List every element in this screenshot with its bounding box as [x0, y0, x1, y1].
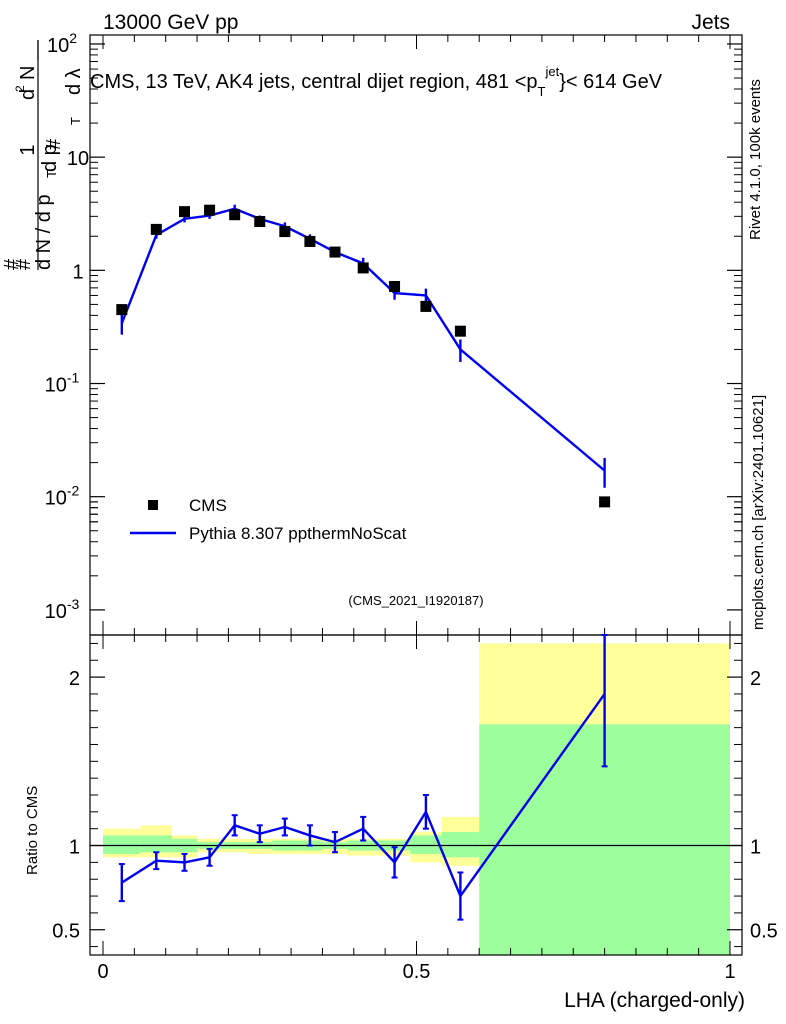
- ratio-axis-ticks: 0.5 0.5 1 1 2 2: [52, 635, 778, 955]
- data-point: [304, 235, 316, 247]
- svg-text:d λ: d λ: [63, 68, 85, 95]
- ratio-y-tick-label-right: 2: [750, 668, 761, 690]
- data-point: [599, 496, 611, 508]
- main-y-tick-labels: 10-3 10-2 10-1 1 10 102: [45, 30, 89, 623]
- svg-text:d N / d p: d N / d p: [33, 194, 55, 270]
- mc-line: [120, 207, 606, 472]
- data-point: [116, 304, 128, 316]
- main-y-tick-label: 10-3: [45, 596, 80, 623]
- data-point: [229, 209, 241, 221]
- data-point: [454, 325, 466, 337]
- ratio-y-axis-label: Ratio to CMS: [24, 786, 41, 875]
- data-series-main: [116, 204, 611, 508]
- svg-text:1: 1: [17, 144, 39, 155]
- x-tick-label: 0: [97, 961, 108, 983]
- main-y-axis-label: 1 d N / d p T # # d 2 N d p T d λ #: [1, 40, 85, 270]
- legend-mc-label: Pythia 8.307 ppthermNoScat: [189, 524, 407, 543]
- rivet-label: Rivet 4.1.0, 100k events: [747, 79, 764, 240]
- ratio-uncertainty-bands: [103, 643, 730, 955]
- main-y-tick-label: 1: [72, 261, 83, 283]
- main-panel-frame: [89, 34, 743, 636]
- legend-data-label: CMS: [189, 496, 227, 515]
- x-tick-label: 0.5: [403, 961, 431, 983]
- data-point: [420, 300, 432, 312]
- mcplots-source-label: mcplots.cern.ch [arXiv:2401.10621]: [750, 395, 767, 630]
- mc-series-main: [120, 204, 606, 488]
- ratio-band-inner: [103, 835, 141, 854]
- x-axis-label: LHA (charged-only): [564, 989, 745, 1012]
- data-point: [179, 206, 191, 218]
- svg-text:N: N: [17, 66, 39, 80]
- main-axis-ticks: [90, 35, 742, 635]
- ratio-band-inner: [140, 835, 172, 853]
- svg-text:T: T: [44, 170, 59, 178]
- main-y-tick-label: 10-1: [45, 370, 80, 397]
- svg-text:#: #: [1, 258, 23, 270]
- data-point: [279, 226, 291, 238]
- x-tick-label: 1: [724, 961, 735, 983]
- mc-series-ratio: [118, 634, 608, 921]
- svg-text:#: #: [13, 258, 35, 270]
- ratio-y-tick-label-right: 0.5: [750, 921, 778, 943]
- legend-data-marker: [148, 500, 158, 510]
- svg-text:d p: d p: [39, 144, 61, 172]
- analysis-id-label: (CMS_2021_I1920187): [348, 593, 483, 608]
- process-label: 13000 GeV pp: [103, 11, 238, 34]
- x-tick-labels: 0 0.5 1: [97, 961, 735, 983]
- ratio-band-inner: [441, 832, 480, 858]
- data-point: [357, 262, 369, 274]
- svg-text:2: 2: [13, 85, 27, 92]
- svg-text:d: d: [17, 89, 39, 100]
- ratio-y-tick-label: 2: [69, 668, 80, 690]
- ratio-y-tick-label-right: 1: [750, 837, 761, 859]
- data-point: [389, 280, 401, 292]
- main-y-tick-label: 10: [67, 148, 89, 170]
- ratio-mc-line: [121, 693, 606, 899]
- main-y-tick-label: 10-2: [45, 483, 80, 510]
- data-point: [150, 223, 162, 235]
- data-point: [254, 216, 266, 228]
- category-label: Jets: [691, 11, 730, 34]
- ratio-y-tick-label: 0.5: [52, 921, 80, 943]
- svg-text:T: T: [68, 117, 83, 125]
- main-y-tick-label: 102: [47, 30, 77, 57]
- data-point: [329, 246, 341, 258]
- legend: CMS Pythia 8.307 ppthermNoScat: [130, 496, 407, 543]
- svg-text:#: #: [43, 138, 65, 150]
- data-point: [204, 204, 216, 216]
- ratio-y-tick-label: 1: [69, 837, 80, 859]
- ratio-band-inner: [410, 835, 442, 854]
- chart-title: CMS, 13 TeV, AK4 jets, central dijet reg…: [90, 64, 663, 99]
